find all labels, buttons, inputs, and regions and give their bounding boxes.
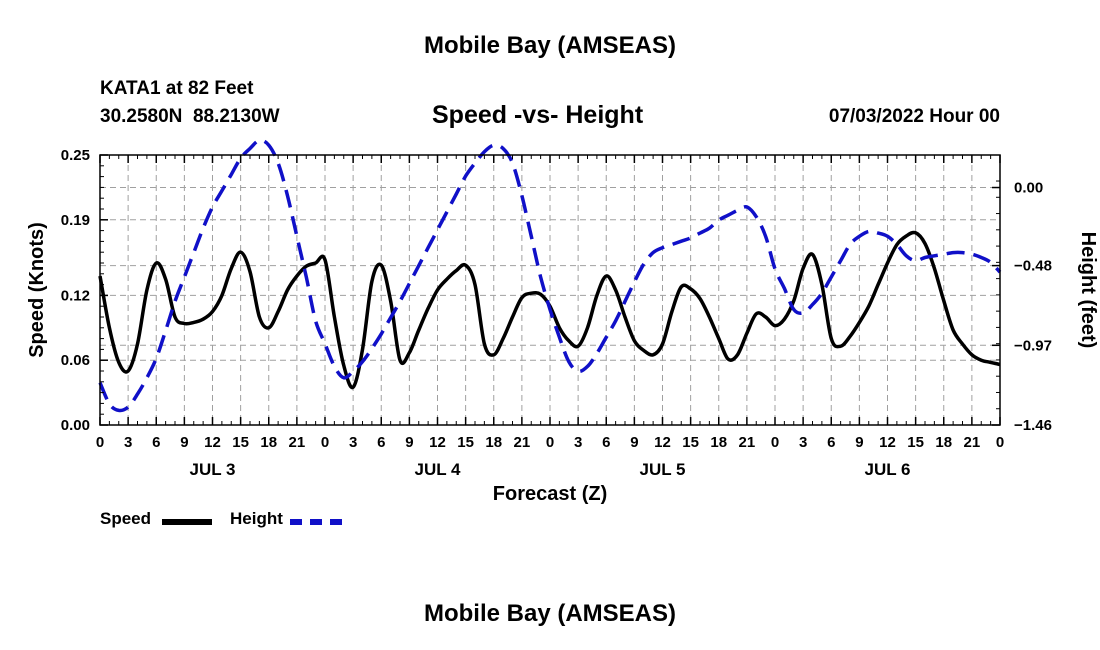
x-tick-label: 12 [204, 434, 221, 451]
x-tick-label: 15 [907, 434, 924, 451]
grid [100, 155, 1000, 425]
coordinates-label: 30.2580N 88.2130W [100, 106, 280, 127]
x-tick-label: 18 [710, 434, 727, 451]
x-tick-label: 21 [964, 434, 981, 451]
x-axis-label: Forecast (Z) [493, 483, 607, 505]
y-axis-right-label: Height (feet) [1077, 232, 1099, 349]
day-label: JUL 6 [865, 460, 911, 479]
x-tick-label: 21 [739, 434, 756, 451]
x-tick-label: 12 [654, 434, 671, 451]
y-left-tick-label: 0.19 [61, 212, 90, 229]
x-tick-label: 9 [405, 434, 413, 451]
y-right-tick-label: −0.48 [1014, 258, 1052, 275]
x-tick-label: 21 [289, 434, 306, 451]
y-left-tick-label: 0.06 [61, 352, 90, 369]
x-tick-label: 0 [996, 434, 1004, 451]
x-tick-label: 3 [574, 434, 582, 451]
x-tick-label: 6 [827, 434, 835, 451]
x-tick-label: 6 [602, 434, 610, 451]
footer-title: Mobile Bay (AMSEAS) [423, 600, 677, 627]
x-tick-label: 15 [232, 434, 249, 451]
series [98, 138, 1002, 413]
x-tick-label: 18 [260, 434, 277, 451]
x-tick-label: 15 [682, 434, 699, 451]
y-left-tick-label: 0.00 [61, 417, 90, 434]
x-tick-label: 18 [935, 434, 952, 451]
x-tick-label: 6 [152, 434, 160, 451]
day-label: JUL 3 [190, 460, 236, 479]
axes: 0 3 6 9 12 15 18 21 0 3 6 9 12 15 18 21 0 3 6 9 12 15 18 21 0 3 6 9… [61, 147, 1052, 479]
x-tick-label: 0 [546, 434, 554, 451]
legend-height-line [290, 519, 342, 525]
x-tick-label: 9 [180, 434, 188, 451]
height-series-line [98, 138, 1002, 413]
x-tick-label: 0 [96, 434, 104, 451]
x-tick-label: 9 [855, 434, 863, 451]
y-right-tick-label: −1.46 [1014, 417, 1052, 434]
x-tick-label: 15 [457, 434, 474, 451]
day-label: JUL 5 [640, 460, 686, 479]
legend-speed-line [162, 519, 212, 525]
x-tick-label: 3 [799, 434, 807, 451]
x-tick-label: 3 [349, 434, 357, 451]
y-left-tick-label: 0.12 [61, 287, 90, 304]
x-tick-label: 12 [429, 434, 446, 451]
chart-subtitle: Speed -vs- Height [432, 101, 644, 129]
x-tick-label: 0 [771, 434, 779, 451]
x-tick-label: 6 [377, 434, 385, 451]
y-axis-left-label: Speed (Knots) [26, 222, 48, 358]
x-tick-label: 21 [514, 434, 531, 451]
x-tick-label: 0 [321, 434, 329, 451]
legend-speed-label: Speed [100, 509, 152, 528]
x-tick-label: 3 [124, 434, 132, 451]
y-right-tick-label: 0.00 [1014, 180, 1043, 197]
station-label: KATA1 at 82 Feet [100, 78, 254, 99]
x-tick-label: 9 [630, 434, 638, 451]
chart-title: Mobile Bay (AMSEAS) [423, 32, 677, 59]
y-right-tick-label: −0.97 [1014, 337, 1052, 354]
forecast-datetime: 07/03/2022 Hour 00 [828, 106, 1000, 127]
day-label: JUL 4 [415, 460, 462, 479]
x-tick-label: 12 [879, 434, 896, 451]
legend-height-label: Height [230, 509, 283, 528]
y-left-tick-label: 0.25 [61, 147, 90, 164]
x-tick-label: 18 [485, 434, 502, 451]
